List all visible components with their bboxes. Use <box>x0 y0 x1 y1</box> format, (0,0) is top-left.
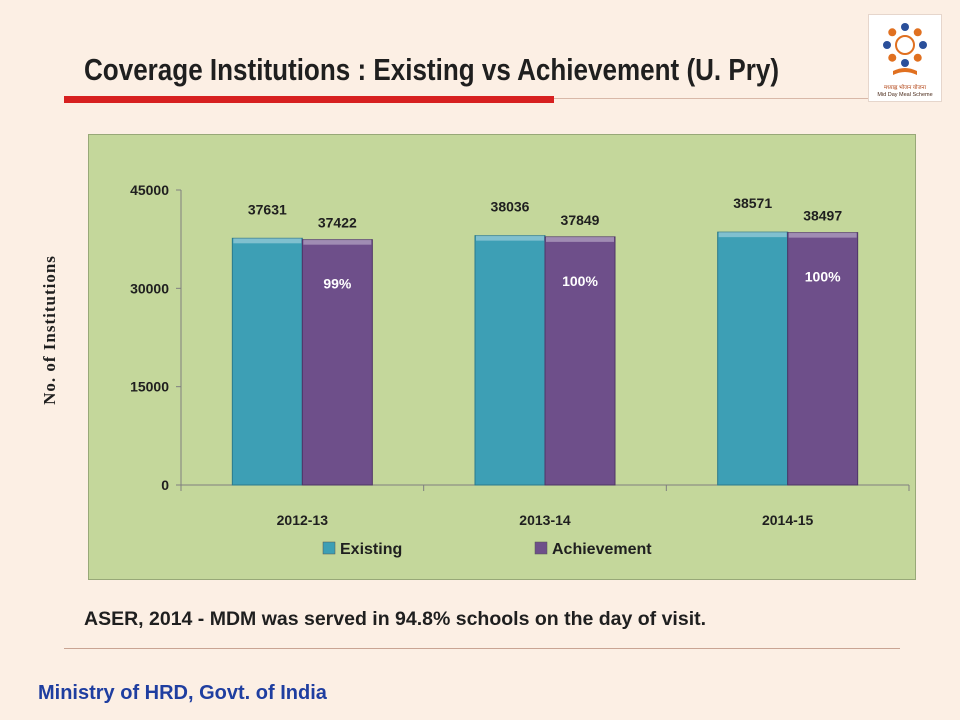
chart-area: 0 15000 30000 45000 2012-13 37631 37422 99% 2013… <box>88 134 916 580</box>
data-label: 37422 <box>318 215 357 231</box>
bar-existing <box>474 235 546 486</box>
separator-line <box>64 648 900 649</box>
bar-achievement <box>787 232 859 486</box>
slide-title: Coverage Institutions : Existing vs Achi… <box>84 52 780 87</box>
ministry-footer: Ministry of HRD, Govt. of India <box>38 682 327 704</box>
x-tick-label: 2012-13 <box>277 512 329 528</box>
bar-existing <box>717 231 789 486</box>
x-tick-label: 2013-14 <box>519 512 571 528</box>
title-rule <box>554 98 870 99</box>
percent-annotation: 100% <box>562 273 598 289</box>
legend-swatch-existing <box>322 541 336 555</box>
bar-existing <box>231 237 303 486</box>
bar-highlight <box>303 239 372 245</box>
bar-achievement <box>301 239 373 486</box>
y-axis-label: No. of Institutions <box>40 255 59 405</box>
y-tick-label: 30000 <box>130 280 169 296</box>
logo-hindi-text: मध्याह्न भोजन योजना <box>883 85 927 91</box>
legend-swatch-achievement <box>534 541 548 555</box>
legend-label-achievement: Achievement <box>552 541 652 558</box>
y-tick-label: 0 <box>161 477 169 493</box>
logo-english-text: Mid Day Meal Scheme <box>877 92 933 98</box>
y-tick-label: 15000 <box>130 379 169 395</box>
aser-note: ASER, 2014 - MDM was served in 94.8% sch… <box>84 608 707 630</box>
bar-chart: 0 15000 30000 45000 2012-13 37631 37422 99% 2013… <box>130 182 910 558</box>
percent-annotation: 100% <box>805 269 841 285</box>
bar-highlight <box>718 232 787 238</box>
bar-highlight <box>233 238 302 244</box>
data-label: 38497 <box>803 208 842 224</box>
bar-highlight <box>546 236 614 242</box>
bar-highlight <box>476 235 544 241</box>
data-label: 38036 <box>491 199 530 215</box>
bar-achievement <box>544 236 616 486</box>
y-tick-label: 45000 <box>130 182 169 198</box>
data-label: 37631 <box>248 201 287 217</box>
data-label: 37849 <box>561 212 600 228</box>
bar-highlight <box>788 232 857 238</box>
percent-annotation: 99% <box>323 276 352 292</box>
data-label: 38571 <box>733 195 772 211</box>
logo-emblem-icon <box>883 23 927 75</box>
title-underline <box>64 96 554 103</box>
legend-label-existing: Existing <box>340 541 402 558</box>
mid-day-meal-logo: मध्याह्न भोजन योजना Mid Day Meal Scheme <box>868 14 942 102</box>
x-tick-label: 2014-15 <box>762 512 814 528</box>
